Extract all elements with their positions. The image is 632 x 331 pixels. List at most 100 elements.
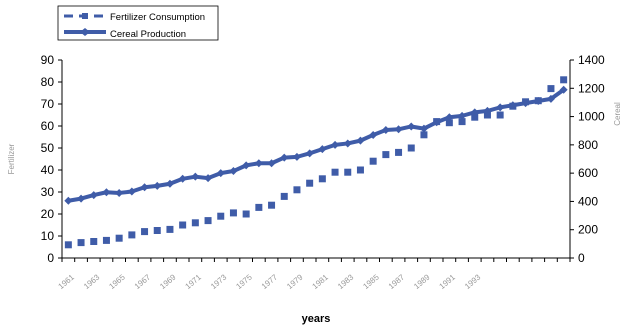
fertilizer-point xyxy=(458,118,466,126)
x-tick-label: 1975 xyxy=(234,272,254,291)
left-axis-title: Fertilizer xyxy=(7,143,16,174)
fertilizer-point xyxy=(331,168,339,176)
x-tick-label: 1989 xyxy=(412,272,432,291)
left-tick-label: 90 xyxy=(41,53,55,67)
fertilizer-point xyxy=(433,118,441,126)
cereal-point xyxy=(267,159,276,168)
fertilizer-point xyxy=(255,203,263,211)
fertilizer-point xyxy=(217,212,225,220)
left-tick-label: 70 xyxy=(41,97,55,111)
left-tick-label: 0 xyxy=(47,251,54,265)
x-tick-label: 1967 xyxy=(133,272,153,291)
cereal-point xyxy=(64,196,73,205)
fertilizer-point xyxy=(369,157,377,165)
fertilizer-point xyxy=(407,144,415,152)
axes xyxy=(61,60,571,259)
fertilizer-point xyxy=(204,217,212,225)
x-tick-label: 1983 xyxy=(336,272,356,291)
x-tick-label: 1965 xyxy=(107,272,127,291)
cereal-point xyxy=(140,183,149,192)
x-tick-label: 1987 xyxy=(387,272,407,291)
fertilizer-point xyxy=(318,175,326,183)
cereal-point xyxy=(292,152,301,161)
right-tick-label: 200 xyxy=(578,223,598,237)
cereal-point xyxy=(153,181,162,190)
cereal-point xyxy=(77,194,86,203)
cereal-point xyxy=(343,139,352,148)
cereal-point xyxy=(381,126,390,135)
fertilizer-point xyxy=(547,85,555,93)
fertilizer-point xyxy=(153,227,161,234)
cereal-point xyxy=(280,153,289,162)
legend-label-cereal: Cereal Production xyxy=(110,29,186,40)
left-axis-ticks: 0 10 20 30 40 50 60 70 80 90 xyxy=(41,53,62,265)
x-tick-label: 1991 xyxy=(438,272,458,291)
fertilizer-point xyxy=(522,98,530,106)
fertilizer-point xyxy=(420,131,428,139)
cereal-point xyxy=(546,94,555,103)
left-tick-label: 30 xyxy=(41,185,55,199)
cereal-production-line xyxy=(68,88,565,203)
fertilizer-point xyxy=(179,221,187,229)
fertilizer-point xyxy=(306,179,314,187)
cereal-point xyxy=(229,167,238,176)
cereal-point xyxy=(419,124,428,133)
fertilizer-point xyxy=(496,111,504,119)
x-axis-title: years xyxy=(302,313,331,325)
left-tick-label: 80 xyxy=(41,75,55,89)
fertilizer-point xyxy=(268,201,276,209)
fertilizer-point xyxy=(90,238,98,245)
cereal-point xyxy=(115,188,124,197)
fertilizer-point xyxy=(395,148,403,156)
cereal-point xyxy=(102,188,111,197)
right-tick-label: 1400 xyxy=(578,53,605,67)
fertilizer-point xyxy=(64,241,72,249)
legend: Fertilizer Consumption Cereal Production xyxy=(57,5,219,41)
cereal-point xyxy=(369,130,378,139)
right-tick-label: 800 xyxy=(578,138,598,152)
right-tick-label: 600 xyxy=(578,166,598,180)
fertilizer-point xyxy=(483,111,491,119)
fertilizer-point xyxy=(293,186,301,194)
cereal-point xyxy=(356,136,365,145)
left-tick-label: 50 xyxy=(41,141,55,155)
legend-marker-cereal xyxy=(80,28,90,36)
cereal-point xyxy=(496,103,505,112)
cereal-point xyxy=(242,161,251,170)
fertilizer-point xyxy=(382,151,390,159)
cereal-point xyxy=(394,125,403,134)
x-tick-label: 1973 xyxy=(209,272,229,291)
right-axis-title: Cereal xyxy=(613,102,622,126)
right-tick-label: 1200 xyxy=(578,81,605,95)
right-tick-label: 1000 xyxy=(578,110,605,124)
fertilizer-point xyxy=(77,239,85,247)
x-tick-label: 1963 xyxy=(82,272,102,291)
x-tick-label: 1979 xyxy=(285,272,305,291)
x-axis-ticks: 1961 1963 1965 1967 1969 1971 1973 1975 1977 1979… xyxy=(57,258,571,291)
fertilizer-point xyxy=(166,225,174,233)
fertilizer-point xyxy=(242,210,250,218)
cereal-point xyxy=(331,140,340,149)
x-tick-label: 1977 xyxy=(260,272,280,291)
left-tick-label: 60 xyxy=(41,119,55,133)
fertilizer-point xyxy=(560,76,568,84)
right-tick-label: 400 xyxy=(578,194,598,208)
fertilizer-point xyxy=(534,97,542,105)
right-tick-label: 0 xyxy=(578,251,585,265)
cereal-point xyxy=(559,85,568,94)
cereal-point xyxy=(165,179,174,188)
fertilizer-point xyxy=(115,234,123,242)
fertilizer-point xyxy=(128,231,136,239)
fertilizer-point xyxy=(191,219,199,227)
cereal-point xyxy=(204,174,213,183)
left-tick-label: 20 xyxy=(41,207,55,221)
cereal-point xyxy=(216,169,225,178)
cereal-point xyxy=(178,174,187,183)
fertilizer-point xyxy=(229,209,237,217)
cereal-point xyxy=(407,122,416,131)
fertilizer-point xyxy=(509,102,517,110)
left-tick-label: 10 xyxy=(41,229,55,243)
cereal-point xyxy=(458,111,467,120)
series-cereal-production xyxy=(64,85,568,205)
